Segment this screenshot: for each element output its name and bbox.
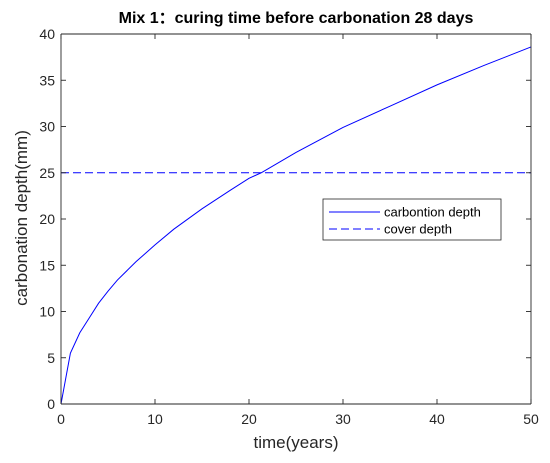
x-tick-label: 10	[147, 411, 163, 427]
y-tick-label: 10	[39, 304, 55, 320]
y-tick-label: 40	[39, 26, 55, 42]
legend-label-carbontion-depth: carbontion depth	[384, 205, 481, 220]
series-line-carbontion-depth	[60, 46, 532, 405]
legend: carbontion depth cover depth	[322, 198, 502, 241]
y-tick-label: 15	[39, 257, 55, 273]
chart-title: Mix 1：curing time before carbonation 28 …	[119, 10, 474, 27]
y-axis-label: carbonation depth(mm)	[12, 130, 31, 306]
x-tick-label: 40	[429, 411, 445, 427]
y-tick-label: 25	[39, 165, 55, 181]
x-tick-label: 20	[241, 411, 257, 427]
y-tick-label: 30	[39, 119, 55, 135]
legend-label-cover-depth: cover depth	[384, 222, 452, 237]
x-tick-label: 50	[523, 411, 539, 427]
y-tick-label: 0	[47, 396, 55, 412]
x-axis-label: time(years)	[253, 433, 338, 452]
y-tick-label: 35	[39, 72, 55, 88]
y-axis-ticks: 0 5 10 15 20 25 30 35 40	[39, 26, 531, 412]
x-tick-label: 0	[57, 411, 65, 427]
x-axis-ticks: 0 10 20 30 40 50	[57, 34, 539, 427]
legend-box	[322, 198, 502, 241]
y-tick-label: 20	[39, 211, 55, 227]
series-layer	[60, 46, 532, 405]
x-tick-label: 30	[335, 411, 351, 427]
y-tick-label: 5	[47, 350, 55, 366]
